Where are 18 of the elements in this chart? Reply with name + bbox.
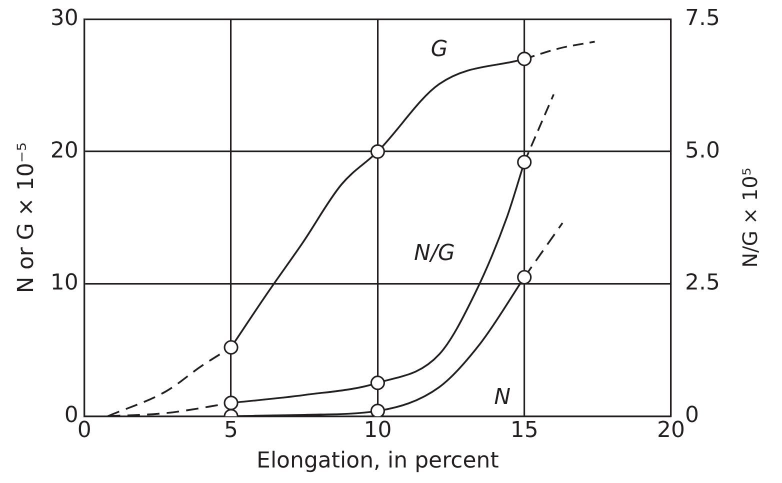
y2-tick-label: 7.5 (685, 6, 720, 31)
x-tick-label: 15 (510, 418, 538, 444)
x-tick-label: 10 (364, 418, 392, 444)
x-tick-label: 20 (657, 418, 686, 444)
series-label: G (430, 36, 448, 62)
y2-tick-label: 5.0 (685, 138, 720, 164)
series-label: N (494, 385, 511, 410)
y2-tick-label: 2.5 (685, 270, 720, 296)
y2-tick-label: 0 (685, 402, 700, 428)
x-tick-label: 5 (224, 418, 238, 444)
y2-axis-title: N/G × 10⁵ (738, 168, 762, 268)
x-axis-title: Elongation, in percent (256, 448, 500, 474)
series-label: N/G (414, 241, 455, 266)
y-tick-label: 30 (50, 6, 78, 31)
y-tick-label: 20 (50, 138, 78, 164)
y-tick-label: 10 (50, 270, 78, 296)
y-axis-title: N or G × 10⁻⁵ (14, 142, 39, 294)
y-tick-label: 0 (64, 402, 78, 428)
